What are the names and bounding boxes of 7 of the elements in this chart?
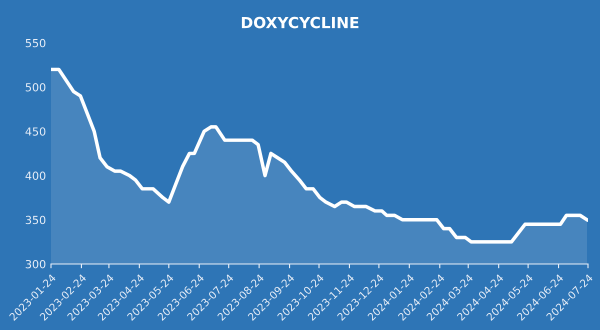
y-tick-label: 450 — [25, 127, 46, 136]
y-tick-label: 350 — [26, 216, 46, 224]
y-tick-label: 400 — [25, 172, 46, 180]
y-tick-label: 550 — [26, 38, 46, 48]
y-tick-label: 300 — [26, 260, 46, 268]
y-tick-label: 500 — [26, 83, 46, 92]
chart-title: DOXYCYCLINE — [242, 16, 358, 28]
